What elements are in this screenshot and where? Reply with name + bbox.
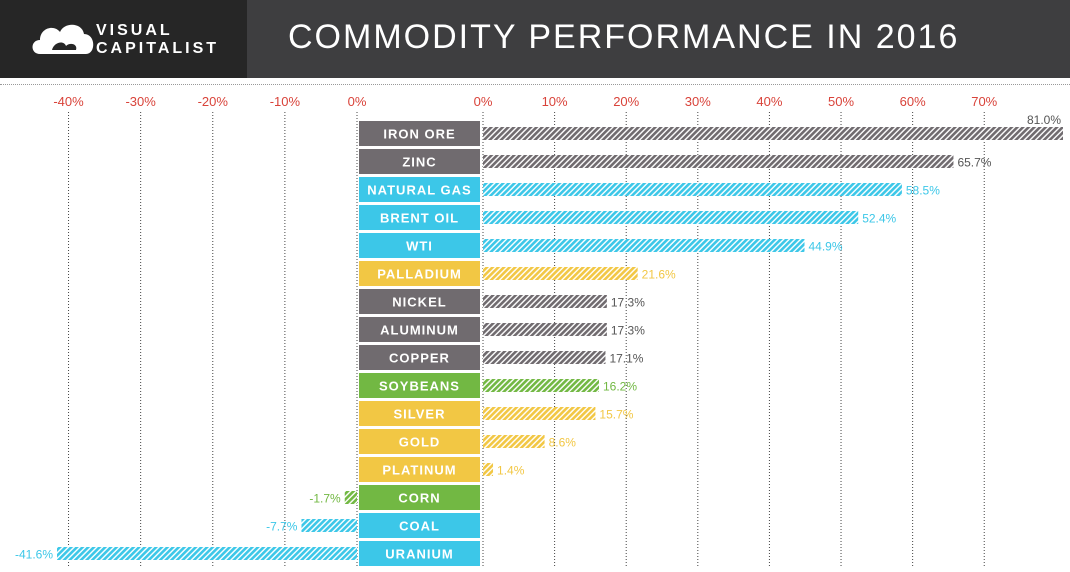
- bar: [483, 127, 1063, 140]
- category-label: ZINC: [402, 155, 436, 170]
- bar: [483, 435, 545, 448]
- bar: [483, 323, 607, 336]
- category-label: ALUMINUM: [380, 323, 459, 338]
- category-label-box: [359, 345, 480, 370]
- tick-label-neg: -40%: [53, 94, 84, 109]
- category-label-box: [359, 457, 480, 482]
- value-label: 16.2%: [603, 380, 637, 394]
- category-label-box: [359, 541, 480, 566]
- category-label: NATURAL GAS: [367, 183, 471, 198]
- category-label-box: [359, 401, 480, 426]
- tick-label-pos: 10%: [542, 94, 568, 109]
- category-label-box: [359, 177, 480, 202]
- tick-label-neg: -30%: [125, 94, 156, 109]
- value-label: 52.4%: [862, 212, 896, 226]
- value-label: 44.9%: [809, 240, 843, 254]
- tick-label-pos: 30%: [685, 94, 711, 109]
- bar: [301, 519, 357, 532]
- category-label: URANIUM: [385, 547, 453, 562]
- category-label-box: [359, 429, 480, 454]
- logo-text-visual: VISUAL: [96, 22, 173, 39]
- category-label: IRON ORE: [383, 127, 455, 142]
- bar: [483, 211, 859, 224]
- category-label: SILVER: [394, 407, 446, 422]
- category-label-box: [359, 261, 480, 286]
- value-label: 81.0%: [1027, 113, 1061, 127]
- logo[interactable]: VISUAL CAPITALIST: [0, 0, 247, 78]
- bar: [483, 379, 599, 392]
- category-label: PALLADIUM: [377, 267, 462, 282]
- category-label-box: [359, 485, 480, 510]
- bar: [57, 547, 357, 560]
- value-label: 17.3%: [611, 296, 645, 310]
- category-label-box: [359, 149, 480, 174]
- value-label: 1.4%: [497, 464, 525, 478]
- value-label: 65.7%: [957, 156, 991, 170]
- value-label: -1.7%: [309, 492, 341, 506]
- bar: [483, 155, 954, 168]
- category-label: COPPER: [389, 351, 450, 366]
- category-label: PLATINUM: [382, 463, 456, 478]
- bar: [483, 183, 902, 196]
- category-label-box: [359, 289, 480, 314]
- bar: [483, 407, 596, 420]
- cloud-logo-icon: [32, 24, 94, 54]
- tick-label-pos: 0%: [474, 94, 493, 109]
- tick-label-neg: -10%: [270, 94, 301, 109]
- tick-label-pos: 70%: [971, 94, 997, 109]
- value-label: -7.7%: [266, 520, 298, 534]
- bar: [483, 351, 606, 364]
- category-label-box: [359, 233, 480, 258]
- category-label: BRENT OIL: [380, 211, 459, 226]
- category-label-box: [359, 205, 480, 230]
- tick-label-neg: 0%: [348, 94, 367, 109]
- bar: [483, 295, 607, 308]
- tick-label-pos: 50%: [828, 94, 854, 109]
- value-label: 17.1%: [609, 352, 643, 366]
- category-label: CORN: [398, 491, 440, 506]
- value-label: 58.5%: [906, 184, 940, 198]
- category-label: SOYBEANS: [379, 379, 460, 394]
- value-label: 8.6%: [549, 436, 577, 450]
- category-label: NICKEL: [392, 295, 446, 310]
- tick-label-pos: 20%: [613, 94, 639, 109]
- bar: [483, 239, 805, 252]
- bar: [483, 267, 638, 280]
- value-label: 15.7%: [599, 408, 633, 422]
- bar: [344, 491, 357, 504]
- tick-label-neg: -20%: [198, 94, 229, 109]
- bar: [483, 463, 494, 476]
- category-label-box: [359, 317, 480, 342]
- value-label: 17.3%: [611, 324, 645, 338]
- category-label: COAL: [399, 519, 440, 534]
- category-label-box: [359, 513, 480, 538]
- tick-label-pos: 60%: [900, 94, 926, 109]
- chart-title: COMMODITY PERFORMANCE IN 2016: [288, 18, 960, 56]
- value-label: -41.6%: [15, 548, 53, 562]
- dotted-divider: [0, 84, 1070, 85]
- value-label: 21.6%: [642, 268, 676, 282]
- category-label-box: [359, 121, 480, 146]
- header: VISUAL CAPITALIST COMMODITY PERFORMANCE …: [0, 0, 1070, 78]
- category-label: GOLD: [399, 435, 441, 450]
- category-label-box: [359, 373, 480, 398]
- logo-text-capitalist: CAPITALIST: [96, 40, 220, 57]
- tick-label-pos: 40%: [756, 94, 782, 109]
- category-label: WTI: [406, 239, 433, 254]
